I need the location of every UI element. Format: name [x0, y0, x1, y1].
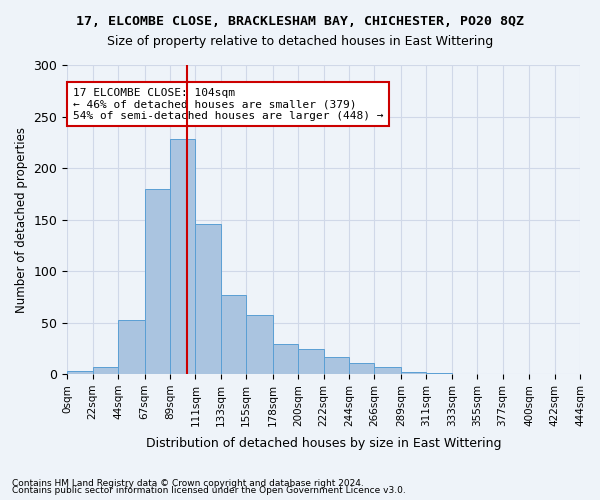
Bar [323, 356, 349, 374]
Bar [118, 320, 145, 374]
Text: 17, ELCOMBE CLOSE, BRACKLESHAM BAY, CHICHESTER, PO20 8QZ: 17, ELCOMBE CLOSE, BRACKLESHAM BAY, CHIC… [76, 15, 524, 28]
Bar [401, 372, 427, 374]
Bar [374, 367, 401, 374]
Bar [273, 344, 298, 374]
Bar [298, 350, 323, 374]
Bar [92, 367, 118, 374]
Bar [427, 373, 452, 374]
Text: 17 ELCOMBE CLOSE: 104sqm
← 46% of detached houses are smaller (379)
54% of semi-: 17 ELCOMBE CLOSE: 104sqm ← 46% of detach… [73, 88, 383, 121]
Bar [196, 224, 221, 374]
Bar [170, 139, 196, 374]
Bar [145, 188, 170, 374]
Bar [349, 362, 374, 374]
Text: Contains public sector information licensed under the Open Government Licence v3: Contains public sector information licen… [12, 486, 406, 495]
Y-axis label: Number of detached properties: Number of detached properties [15, 126, 28, 312]
Bar [221, 294, 246, 374]
Bar [67, 371, 92, 374]
Text: Contains HM Land Registry data © Crown copyright and database right 2024.: Contains HM Land Registry data © Crown c… [12, 478, 364, 488]
X-axis label: Distribution of detached houses by size in East Wittering: Distribution of detached houses by size … [146, 437, 502, 450]
Bar [246, 316, 273, 374]
Text: Size of property relative to detached houses in East Wittering: Size of property relative to detached ho… [107, 35, 493, 48]
